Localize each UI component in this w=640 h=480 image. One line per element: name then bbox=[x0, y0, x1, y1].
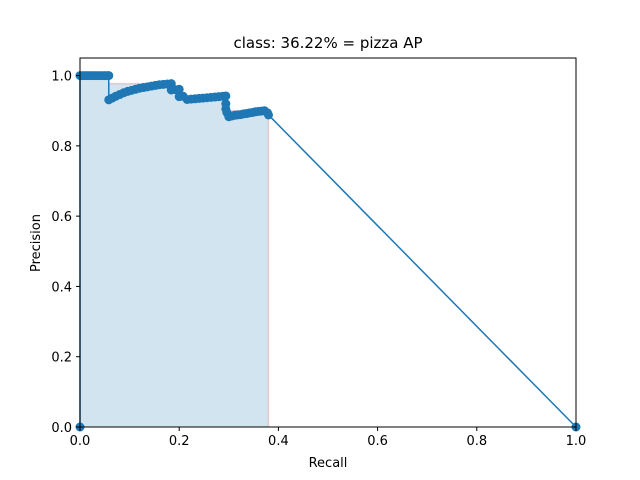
x-tick-label: 0.0 bbox=[70, 434, 91, 449]
y-axis-label: Precision bbox=[29, 214, 44, 272]
x-tick-label: 0.4 bbox=[268, 434, 289, 449]
plot-layer bbox=[75, 71, 581, 432]
pr-point bbox=[221, 91, 231, 101]
y-tick-label: 1.0 bbox=[51, 70, 72, 85]
pr-point bbox=[104, 71, 114, 81]
x-tick-label: 0.2 bbox=[169, 434, 190, 449]
y-tick-label: 0.8 bbox=[51, 140, 72, 155]
plot-frame bbox=[79, 57, 577, 428]
y-tick-label: 0.4 bbox=[51, 280, 72, 295]
ticks-layer: 0.0 0.2 0.4 0.6 0.8 1.0 0.0 0.2 0.4 0.6 0.8 1.0 bbox=[51, 70, 586, 449]
x-tick-label: 0.6 bbox=[367, 434, 388, 449]
x-axis-label: Recall bbox=[309, 456, 348, 471]
y-tick-label: 0.6 bbox=[51, 210, 72, 225]
y-tick-label: 0.2 bbox=[51, 351, 72, 366]
chart-title: class: 36.22% = pizza AP bbox=[233, 34, 422, 52]
y-tick-label: 0.0 bbox=[51, 421, 72, 436]
x-tick-label: 1.0 bbox=[566, 434, 587, 449]
pr-point bbox=[174, 84, 184, 94]
ap-area-fill bbox=[80, 75, 269, 428]
pr-point bbox=[263, 110, 273, 120]
x-tick-label: 0.8 bbox=[466, 434, 487, 449]
